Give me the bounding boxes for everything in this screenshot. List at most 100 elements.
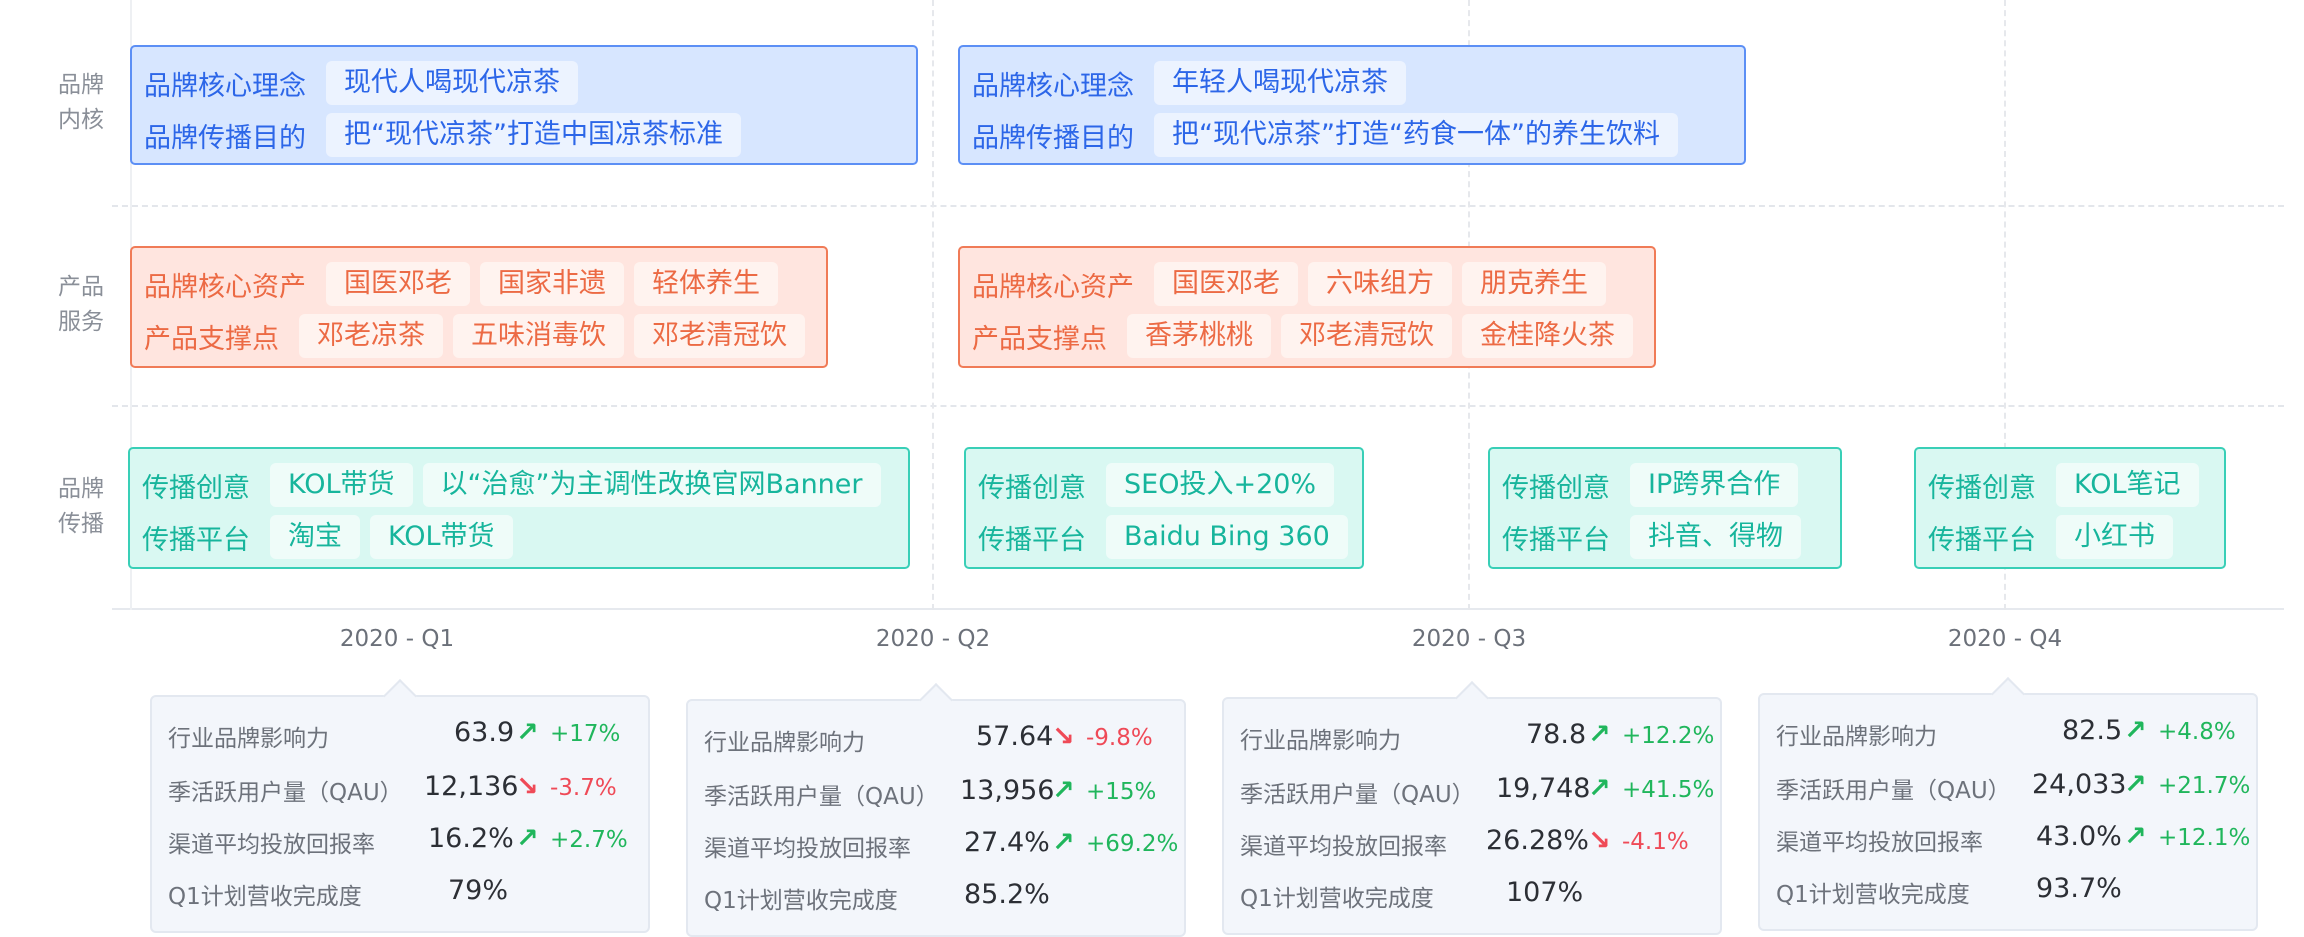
trend-up-icon: ↗ bbox=[1052, 775, 1075, 806]
card-chip: 香茅桃桃 bbox=[1127, 314, 1271, 358]
metric-delta: +12.2% bbox=[1622, 723, 1715, 749]
card-key: 品牌核心资产 bbox=[972, 271, 1134, 303]
grid-line bbox=[2004, 0, 2006, 610]
metric-label: 季活跃用户量（QAU） bbox=[1240, 782, 1475, 808]
card-chip: 邓老清冠饮 bbox=[1281, 314, 1452, 358]
metrics-panel-q2: 行业品牌影响力 57.64 ↘ -9.8% 季活跃用户量（QAU） 13,956… bbox=[686, 683, 1186, 937]
trend-down-icon: ↘ bbox=[1588, 825, 1611, 856]
metric-value: 78.8 bbox=[1526, 719, 1587, 750]
quarter-label-q3: 2020 - Q3 bbox=[1411, 626, 1527, 652]
card-chip: 国家非遗 bbox=[480, 262, 624, 306]
card-chip: KOL带货 bbox=[370, 515, 513, 559]
card-chip: 以“治愈”为主调性改换官网Banner bbox=[422, 463, 881, 507]
metric-label: 季活跃用户量（QAU） bbox=[168, 780, 403, 806]
product-card-q1: 品牌核心资产 国医邓老 国家非遗 轻体养生 产品支撑点 邓老凉茶 五味消毒饮 邓… bbox=[130, 246, 828, 368]
metric-label: Q1计划营收完成度 bbox=[1240, 886, 1434, 912]
metric-row: 季活跃用户量（QAU） 19,748 ↗ +41.5% bbox=[1224, 769, 1720, 809]
metric-label: 渠道平均投放回报率 bbox=[704, 836, 911, 862]
metric-delta: +2.7% bbox=[550, 827, 628, 853]
metrics-panel-q1: 行业品牌影响力 63.9 ↗ +17% 季活跃用户量（QAU） 12,136 ↘… bbox=[150, 679, 650, 933]
quarter-label-q2: 2020 - Q2 bbox=[875, 626, 991, 652]
spread-card-q4: 传播创意 KOL笔记 传播平台 小红书 bbox=[1914, 447, 2226, 569]
trend-up-icon: ↗ bbox=[516, 717, 539, 748]
card-chip: 现代人喝现代凉茶 bbox=[326, 61, 578, 105]
metric-value: 43.0% bbox=[2036, 821, 2122, 852]
quarter-label-q1: 2020 - Q1 bbox=[339, 626, 455, 652]
trend-up-icon: ↗ bbox=[1052, 827, 1075, 858]
card-chip: 轻体养生 bbox=[634, 262, 778, 306]
metric-label: 季活跃用户量（QAU） bbox=[1776, 778, 2011, 804]
metric-row: 季活跃用户量（QAU） 12,136 ↘ -3.7% bbox=[152, 767, 648, 807]
metric-delta: +15% bbox=[1086, 779, 1157, 805]
metric-row: 季活跃用户量（QAU） 24,033 ↗ +21.7% bbox=[1760, 765, 2256, 805]
metric-delta: -4.1% bbox=[1622, 829, 1689, 855]
metric-value: 63.9 bbox=[454, 717, 515, 748]
panel-caret bbox=[919, 683, 953, 717]
metric-row: Q1计划营收完成度 85.2% bbox=[688, 875, 1184, 915]
panel-caret bbox=[1455, 681, 1489, 715]
metric-delta: +17% bbox=[550, 721, 621, 747]
card-chip: IP跨界合作 bbox=[1630, 463, 1799, 507]
panel-caret bbox=[1991, 677, 2025, 711]
metric-delta: +21.7% bbox=[2158, 773, 2251, 799]
metric-value: 24,033 bbox=[2032, 769, 2127, 800]
card-key: 传播平台 bbox=[1502, 524, 1610, 556]
card-key: 产品支撑点 bbox=[144, 323, 279, 355]
core-card-q1: 品牌核心理念 现代人喝现代凉茶 品牌传播目的 把“现代凉茶”打造中国凉茶标准 bbox=[130, 45, 918, 165]
metrics-panel-q3: 行业品牌影响力 78.8 ↗ +12.2% 季活跃用户量（QAU） 19,748… bbox=[1222, 681, 1722, 935]
card-key: 传播平台 bbox=[142, 524, 250, 556]
metric-row: Q1计划营收完成度 107% bbox=[1224, 873, 1720, 913]
metric-row: Q1计划营收完成度 93.7% bbox=[1760, 869, 2256, 909]
card-chip: 国医邓老 bbox=[326, 262, 470, 306]
metric-row: 季活跃用户量（QAU） 13,956 ↗ +15% bbox=[688, 771, 1184, 811]
metric-value: 57.64 bbox=[976, 721, 1054, 752]
metric-label: 行业品牌影响力 bbox=[1240, 728, 1401, 754]
metric-value: 82.5 bbox=[2062, 715, 2123, 746]
trend-up-icon: ↗ bbox=[516, 823, 539, 854]
metric-value: 93.7% bbox=[2036, 873, 2122, 904]
card-key: 品牌传播目的 bbox=[972, 122, 1134, 154]
metric-value: 16.2% bbox=[428, 823, 514, 854]
metric-row: 行业品牌影响力 78.8 ↗ +12.2% bbox=[1224, 715, 1720, 755]
spread-card-q1: 传播创意 KOL带货 以“治愈”为主调性改换官网Banner 传播平台 淘宝 K… bbox=[128, 447, 910, 569]
metric-delta: -9.8% bbox=[1086, 725, 1153, 751]
card-chip: 六味组方 bbox=[1308, 262, 1452, 306]
row-label-core: 品牌 内核 bbox=[58, 72, 104, 133]
card-chip: 抖音、得物 bbox=[1630, 515, 1801, 559]
row-label-spread: 品牌 传播 bbox=[58, 476, 104, 537]
metric-delta: +69.2% bbox=[1086, 831, 1179, 857]
metrics-panel-q4: 行业品牌影响力 82.5 ↗ +4.8% 季活跃用户量（QAU） 24,033 … bbox=[1758, 677, 2258, 931]
metric-row: 渠道平均投放回报率 27.4% ↗ +69.2% bbox=[688, 823, 1184, 863]
card-key: 传播创意 bbox=[142, 472, 250, 504]
grid-line bbox=[112, 205, 2284, 207]
core-card-q2: 品牌核心理念 年轻人喝现代凉茶 品牌传播目的 把“现代凉茶”打造“药食一体”的养… bbox=[958, 45, 1746, 165]
card-key: 品牌核心资产 bbox=[144, 271, 306, 303]
metric-row: Q1计划营收完成度 79% bbox=[152, 871, 648, 911]
card-key: 传播创意 bbox=[1928, 472, 2036, 504]
card-chip: 淘宝 bbox=[270, 515, 360, 559]
card-chip: 朋克养生 bbox=[1462, 262, 1606, 306]
row-label-product: 产品 服务 bbox=[58, 274, 104, 335]
card-chip: 金桂降火茶 bbox=[1462, 314, 1633, 358]
metric-label: 渠道平均投放回报率 bbox=[1240, 834, 1447, 860]
metric-label: Q1计划营收完成度 bbox=[704, 888, 898, 914]
card-chip: 邓老凉茶 bbox=[299, 314, 443, 358]
product-card-q2: 品牌核心资产 国医邓老 六味组方 朋克养生 产品支撑点 香茅桃桃 邓老清冠饮 金… bbox=[958, 246, 1656, 368]
metric-label: 季活跃用户量（QAU） bbox=[704, 784, 939, 810]
card-chip: 国医邓老 bbox=[1154, 262, 1298, 306]
metric-value: 107% bbox=[1506, 877, 1584, 908]
metric-value: 19,748 bbox=[1496, 773, 1591, 804]
spread-card-q3: 传播创意 IP跨界合作 传播平台 抖音、得物 bbox=[1488, 447, 1842, 569]
trend-down-icon: ↘ bbox=[1052, 721, 1075, 752]
metric-delta: -3.7% bbox=[550, 775, 617, 801]
card-key: 传播平台 bbox=[978, 524, 1086, 556]
card-key: 传播创意 bbox=[1502, 472, 1610, 504]
card-chip: SEO投入+20% bbox=[1106, 463, 1335, 507]
card-key: 传播创意 bbox=[978, 472, 1086, 504]
grid-line bbox=[932, 0, 934, 610]
metric-delta: +4.8% bbox=[2158, 719, 2236, 745]
card-key: 品牌核心理念 bbox=[144, 70, 306, 102]
metric-row: 渠道平均投放回报率 16.2% ↗ +2.7% bbox=[152, 819, 648, 859]
card-chip: Baidu Bing 360 bbox=[1106, 515, 1348, 559]
trend-up-icon: ↗ bbox=[1588, 719, 1611, 750]
